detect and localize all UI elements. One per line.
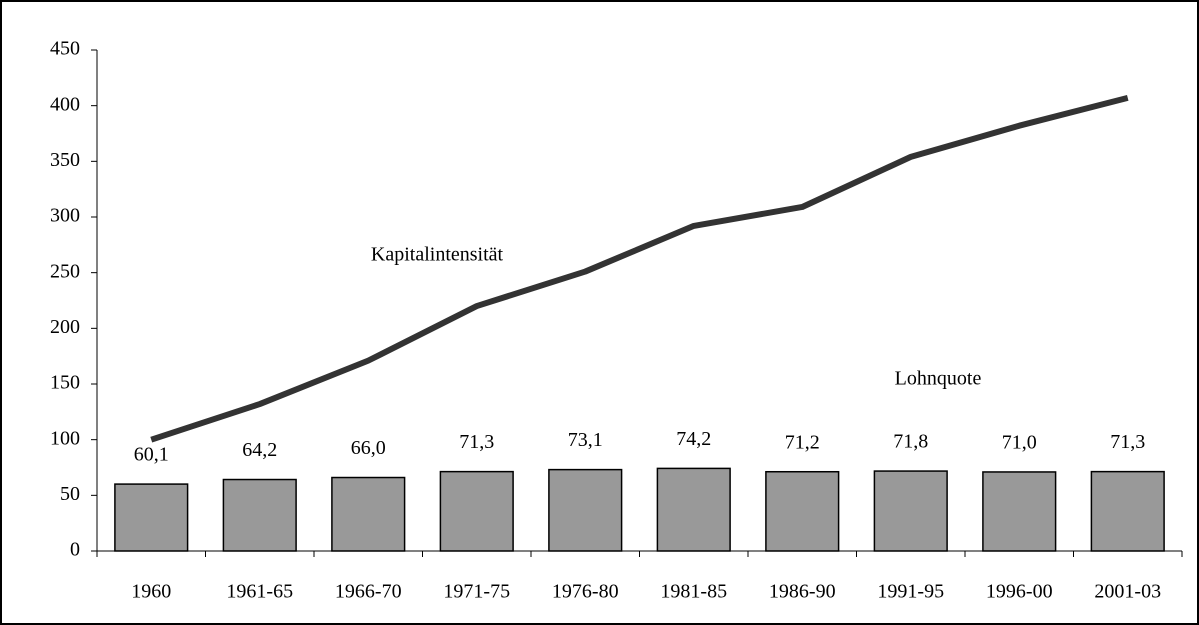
bar [222,478,297,552]
value-label: 71,3 [1110,431,1145,453]
x-tick-label: 1961-65 [226,581,293,603]
x-tick-label: 1991-95 [877,581,944,603]
series-label: Lohnquote [895,368,982,390]
bar [331,476,406,552]
y-tick-label: 100 [50,427,80,449]
x-tick-label: 1996-00 [986,581,1053,603]
y-tick-label: 300 [50,205,80,227]
bar [548,468,623,552]
bar [982,471,1057,552]
y-tick-label: 0 [70,539,80,561]
bar [656,467,731,552]
x-tick-label: 2001-03 [1094,581,1161,603]
y-tick-label: 350 [50,149,80,171]
bar [1090,470,1165,552]
series-label: Kapitalintensität [371,244,504,266]
y-tick-label: 150 [50,372,80,394]
x-tick-label: 1976-80 [552,581,619,603]
bar [765,470,840,552]
y-tick-label: 450 [50,38,80,60]
x-tick-label: 1971-75 [443,581,510,603]
value-label: 73,1 [568,429,603,451]
bar [114,483,189,552]
x-tick-label: 1981-85 [660,581,727,603]
value-label: 71,8 [893,431,928,453]
value-label: 71,2 [785,431,820,453]
value-label: 71,3 [459,431,494,453]
x-tick-label: 1986-90 [769,581,836,603]
value-label: 66,0 [351,437,386,459]
line [150,94,1129,443]
bar [439,470,514,552]
y-tick-label: 50 [60,483,80,505]
y-tick-label: 200 [50,316,80,338]
bar [873,470,948,552]
y-tick-label: 250 [50,260,80,282]
x-tick-label: 1966-70 [335,581,402,603]
value-label: 74,2 [676,428,711,450]
value-label: 60,1 [134,444,169,466]
value-label: 71,0 [1002,432,1037,454]
x-tick-label: 1960 [131,581,171,603]
value-label: 64,2 [242,439,277,461]
y-tick-label: 400 [50,93,80,115]
